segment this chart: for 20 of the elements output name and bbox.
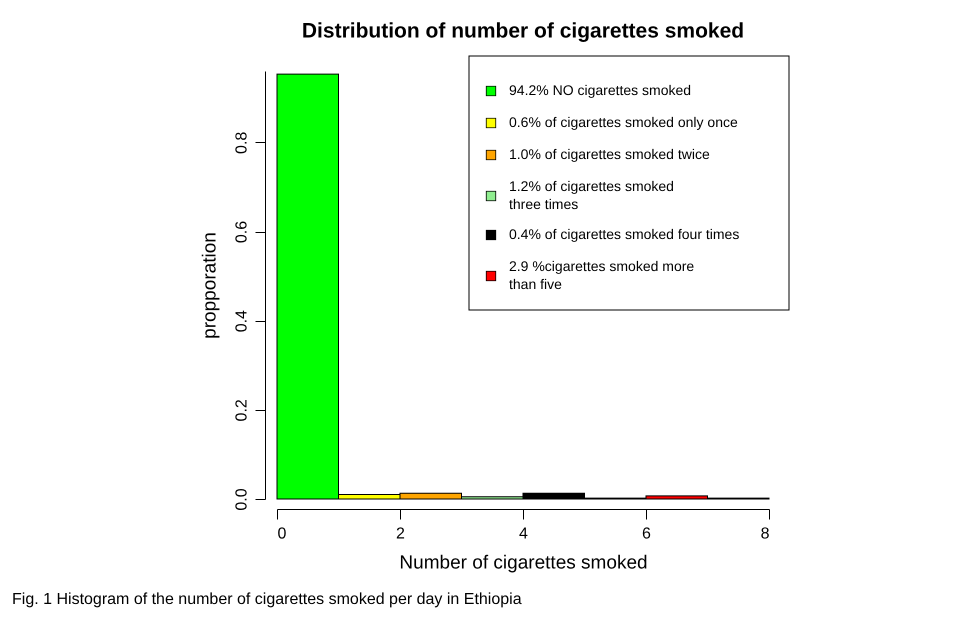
- legend-label: 1.0% of cigarettes smoked twice: [509, 146, 710, 162]
- legend-label: 0.4% of cigarettes smoked four times: [509, 226, 740, 242]
- y-axis-title: propporation: [200, 232, 220, 339]
- caption: Fig. 1 Histogram of the number of cigarettes smoked per day in Ethiopia: [12, 591, 522, 608]
- y-tick-label: 0.8: [234, 132, 250, 154]
- y-tick-label: 0.6: [234, 220, 250, 244]
- x-axis-title: Number of cigarettes smoked: [399, 552, 648, 574]
- y-tick-label: 0.4: [234, 310, 250, 332]
- y-tick-label: 0.2: [234, 399, 250, 422]
- legend-label: 2.9 %cigarettes smoked more than five: [509, 258, 694, 292]
- x-tick-label: 4: [519, 526, 528, 542]
- legend-label: 94.2% NO cigarettes smoked: [509, 82, 692, 98]
- x-tick-label: 0: [278, 526, 286, 542]
- y-tick-label: 0.0: [234, 488, 250, 511]
- x-tick-label: 6: [642, 526, 652, 542]
- legend-label: 1.2% of cigarettes smoked three times: [509, 178, 674, 212]
- x-tick-label: 2: [396, 526, 406, 542]
- chart-title: Distribution of number of cigarettes smoked: [302, 20, 744, 42]
- legend-label: 0.6% of cigarettes smoked only once: [509, 114, 738, 130]
- x-tick-label: 8: [760, 526, 770, 542]
